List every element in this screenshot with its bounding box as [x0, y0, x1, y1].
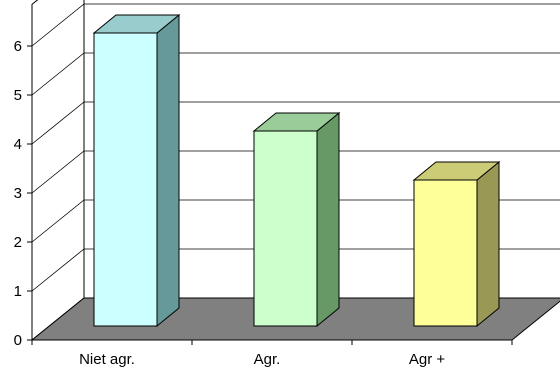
bar-top	[412, 161, 501, 181]
y-tick-label: 5	[14, 87, 22, 104]
x-category-label: Niet agr.	[79, 351, 135, 368]
y-tick-label: 0	[14, 332, 22, 349]
gridlines	[31, 3, 560, 292]
y-tick-labels: 0 1 2 3 4 5 6	[14, 38, 22, 349]
y-tick-label: 3	[14, 185, 22, 202]
y-tick-label: 6	[14, 38, 22, 55]
bar-side	[156, 13, 180, 328]
bar-front	[93, 32, 158, 327]
bar-1	[92, 13, 181, 328]
gridline	[31, 52, 560, 96]
y-tick-label: 4	[14, 136, 22, 153]
axes	[27, 4, 513, 345]
x-category-labels: Niet agr. Agr. Agr +	[79, 351, 445, 368]
bars	[92, 13, 501, 328]
bar-side	[316, 111, 340, 328]
gridline	[31, 248, 560, 292]
bar-front	[413, 179, 478, 327]
y-tick-label: 2	[14, 234, 22, 251]
gridline	[31, 3, 560, 47]
x-category-label: Agr +	[409, 351, 446, 368]
bar-top	[92, 14, 181, 34]
gridline	[31, 101, 560, 145]
bar-top	[252, 112, 341, 132]
bar-front	[253, 130, 318, 327]
y-tick-label: 1	[14, 283, 22, 300]
left-wall	[31, 0, 85, 342]
gridline	[31, 199, 560, 243]
gridline	[31, 150, 560, 194]
bar-2	[252, 111, 341, 328]
bar-3	[412, 160, 501, 328]
x-category-label: Agr.	[254, 351, 281, 368]
bar-side	[476, 160, 500, 328]
